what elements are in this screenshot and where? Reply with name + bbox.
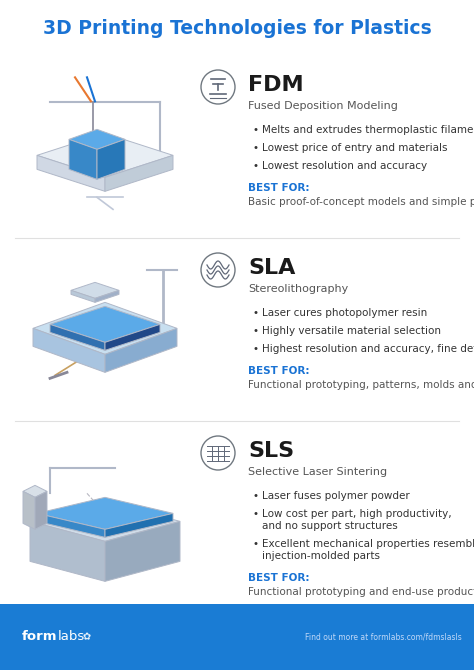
Text: •: • [253, 539, 259, 549]
Text: Laser cures photopolymer resin: Laser cures photopolymer resin [262, 308, 427, 318]
Text: •: • [253, 308, 259, 318]
Text: SLS: SLS [248, 441, 294, 461]
Text: Highly versatile material selection: Highly versatile material selection [262, 326, 441, 336]
Text: •: • [253, 326, 259, 336]
Text: •: • [253, 161, 259, 171]
Text: FDM: FDM [248, 75, 304, 95]
Text: •: • [253, 125, 259, 135]
Text: and no support structures: and no support structures [262, 521, 398, 531]
Text: form: form [22, 630, 57, 643]
Text: •: • [253, 143, 259, 153]
Text: Fused Deposition Modeling: Fused Deposition Modeling [248, 101, 398, 111]
Text: •: • [253, 509, 259, 519]
Bar [0, 604, 474, 670]
Text: Functional prototyping and end-use production: Functional prototyping and end-use produ… [248, 587, 474, 597]
Text: BEST FOR:: BEST FOR: [248, 366, 310, 376]
Text: Highest resolution and accuracy, fine details: Highest resolution and accuracy, fine de… [262, 344, 474, 354]
Text: BEST FOR:: BEST FOR: [248, 573, 310, 583]
Text: Stereolithography: Stereolithography [248, 284, 348, 294]
Text: Lowest resolution and accuracy: Lowest resolution and accuracy [262, 161, 427, 171]
Text: injection-molded parts: injection-molded parts [262, 551, 380, 561]
Text: Melts and extrudes thermoplastic filament: Melts and extrudes thermoplastic filamen… [262, 125, 474, 135]
Text: BEST FOR:: BEST FOR: [248, 183, 310, 193]
Text: ✿: ✿ [83, 632, 91, 642]
Text: Excellent mechanical properties resembling: Excellent mechanical properties resembli… [262, 539, 474, 549]
Text: labs: labs [58, 630, 85, 643]
Text: •: • [253, 344, 259, 354]
Text: Basic proof-of-concept models and simple prototyping: Basic proof-of-concept models and simple… [248, 197, 474, 207]
Text: Low cost per part, high productivity,: Low cost per part, high productivity, [262, 509, 452, 519]
Text: Selective Laser Sintering: Selective Laser Sintering [248, 467, 387, 477]
Text: Laser fuses polymer powder: Laser fuses polymer powder [262, 491, 410, 501]
Text: SLA: SLA [248, 258, 295, 278]
Text: Find out more at formlabs.com/fdmslasls: Find out more at formlabs.com/fdmslasls [305, 632, 462, 641]
Text: Lowest price of entry and materials: Lowest price of entry and materials [262, 143, 447, 153]
Text: 3D Printing Technologies for Plastics: 3D Printing Technologies for Plastics [43, 19, 431, 38]
Text: •: • [253, 491, 259, 501]
Text: Functional prototyping, patterns, molds and tooling: Functional prototyping, patterns, molds … [248, 380, 474, 390]
